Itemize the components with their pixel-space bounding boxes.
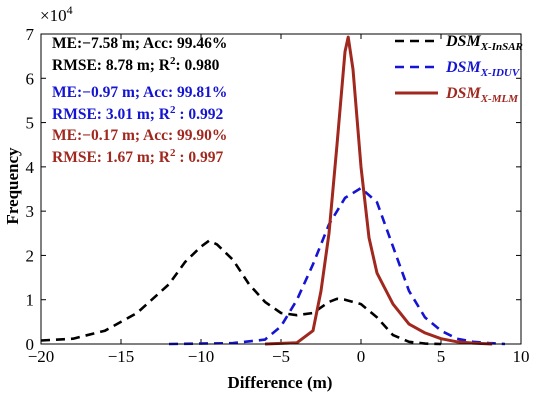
y-axis-multiplier-exponent: 4 <box>67 3 73 17</box>
y-tick-label: 7 <box>26 25 35 44</box>
stat-line-rmse-r2: RMSE: 1.67 m; R2 : 0.997 <box>52 147 224 166</box>
stat-line-me-acc: ME:−0.97 m; Acc: 99.81% <box>52 84 227 101</box>
y-axis-multiplier: ×104 <box>40 3 73 25</box>
y-tick-label: 4 <box>26 158 35 177</box>
y-axis-ticks: 0 1 2 3 4 5 6 7 <box>26 25 521 354</box>
y-tick-label: 5 <box>26 114 35 133</box>
stat-line-me-acc: ME:−0.17 m; Acc: 99.90% <box>52 127 227 144</box>
x-tick-label: −10 <box>188 347 215 366</box>
legend-label-x-iduv: DSMX-IDUV <box>445 59 521 79</box>
legend-label-x-mlm: DSMX-MLM <box>445 85 519 105</box>
x-axis-label: Difference (m) <box>228 373 333 392</box>
stat-line-rmse-r2: RMSE: 3.01 m; R2 : 0.992 <box>52 104 224 123</box>
x-tick-label: 0 <box>357 347 366 366</box>
y-axis-label: Frequency <box>3 147 22 225</box>
series-line-x-mlm <box>264 35 493 346</box>
x-tick-label: 5 <box>437 347 446 366</box>
x-tick-label: −20 <box>28 347 55 366</box>
stat-line-rmse-r2: RMSE: 8.78 m; R2: 0.980 <box>52 55 220 74</box>
legend-label-x-insar: DSMX-InSAR <box>445 33 523 53</box>
y-tick-label: 6 <box>26 69 35 88</box>
x-axis-ticks: −20 −15 −10 −5 0 5 10 <box>28 34 530 366</box>
series-line-x-iduv <box>168 186 506 346</box>
plot-frame <box>40 33 522 345</box>
x-tick-label: −5 <box>272 347 290 366</box>
y-tick-label: 0 <box>26 335 35 354</box>
y-tick-label: 3 <box>26 202 35 221</box>
series-line-x-insar <box>40 239 442 346</box>
x-tick-label: −15 <box>108 347 135 366</box>
y-axis-multiplier-base: ×10 <box>40 6 67 25</box>
y-tick-label: 2 <box>26 246 35 265</box>
x-tick-label: 10 <box>513 347 530 366</box>
legend: DSMX-InSAR DSMX-IDUV DSMX-MLM <box>395 33 523 105</box>
series-layer <box>40 35 506 346</box>
statistics-annotations: ME:−7.58 m; Acc: 99.46% RMSE: 8.78 m; R2:… <box>52 35 227 166</box>
stat-line-me-acc: ME:−7.58 m; Acc: 99.46% <box>52 35 227 52</box>
y-tick-label: 1 <box>26 291 35 310</box>
